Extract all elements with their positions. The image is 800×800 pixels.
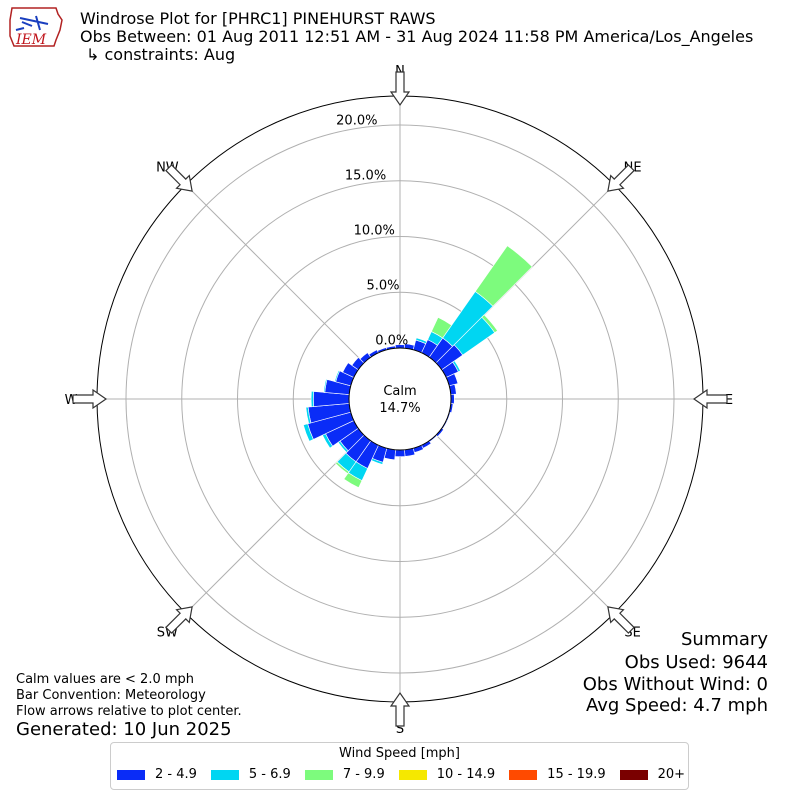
radial-tick-label: 0.0% bbox=[375, 334, 408, 349]
flow-arrow-shape bbox=[165, 606, 193, 634]
flow-arrow-shape bbox=[72, 388, 108, 410]
summary-avg-speed: Avg Speed: 4.7 mph bbox=[586, 695, 768, 716]
flow-note: Flow arrows relative to plot center. bbox=[16, 704, 242, 719]
legend-swatch bbox=[117, 769, 145, 780]
obs-period: Obs Between: 01 Aug 2011 12:51 AM - 31 A… bbox=[80, 27, 754, 46]
wind-bar-segment bbox=[474, 245, 533, 307]
legend-swatch bbox=[509, 769, 538, 780]
legend-label: 15 - 19.9 bbox=[547, 767, 606, 782]
radial-tick-label: 20.0% bbox=[336, 113, 377, 128]
flow-arrow-icon bbox=[607, 606, 635, 634]
legend-swatch bbox=[210, 769, 239, 780]
constraints: ↳ constraints: Aug bbox=[86, 45, 236, 64]
wind-bar-segment bbox=[335, 461, 350, 475]
wind-bar-segment bbox=[323, 378, 328, 393]
flow-arrow-icon bbox=[389, 691, 411, 727]
flow-arrow-icon bbox=[72, 388, 108, 410]
calm-circle bbox=[348, 347, 452, 451]
wind-bar-segment bbox=[394, 449, 406, 457]
legend-label: 10 - 14.9 bbox=[436, 767, 496, 782]
legend-swatch bbox=[398, 769, 427, 780]
legend-item: 7 - 9.9 bbox=[304, 767, 385, 782]
legend-items: 2 - 4.9 5 - 6.9 7 - 9.9 10 - 14.9 15 - 19.9 2… bbox=[117, 767, 699, 782]
chart-title: Windrose Plot for [PHRC1] PINEHURST RAWS bbox=[80, 9, 436, 28]
legend-item: 5 - 6.9 bbox=[210, 767, 291, 782]
legend-swatch bbox=[619, 769, 648, 780]
wind-bar-segment bbox=[334, 369, 341, 383]
legend-label: 5 - 6.9 bbox=[248, 767, 291, 782]
wind-bar-segment bbox=[343, 472, 363, 489]
wind-bar-segment bbox=[302, 423, 314, 442]
legend-label: 7 - 9.9 bbox=[342, 767, 385, 782]
wind-bar-segment bbox=[481, 314, 498, 334]
legend-swatch bbox=[304, 769, 333, 780]
iowa-map-outline bbox=[9, 7, 63, 47]
flow-arrow-shape bbox=[389, 691, 411, 727]
calm-note: Calm values are < 2.0 mph bbox=[16, 672, 195, 687]
flow-arrow-icon bbox=[607, 164, 635, 192]
flow-arrow-icon bbox=[692, 388, 728, 410]
legend-item: 10 - 14.9 bbox=[398, 767, 496, 782]
calm-value: 14.7% bbox=[379, 401, 420, 416]
generated-date: Generated: 10 Jun 2025 bbox=[16, 719, 232, 740]
flow-arrow-shape bbox=[165, 164, 193, 192]
flow-arrow-shape bbox=[389, 71, 411, 107]
legend: Wind Speed [mph] 2 - 4.9 5 - 6.9 7 - 9.9 10… bbox=[110, 742, 689, 790]
legend-item: 20+ bbox=[619, 767, 686, 782]
legend-item: 15 - 19.9 bbox=[509, 767, 606, 782]
legend-item: 2 - 4.9 bbox=[117, 767, 197, 782]
flow-arrow-shape bbox=[692, 388, 728, 410]
radial-tick-label: 5.0% bbox=[366, 279, 399, 294]
direction-label-e: E bbox=[725, 393, 733, 408]
radial-tick-label: 10.0% bbox=[354, 224, 395, 239]
logo-wind-glyph bbox=[15, 15, 49, 31]
iem-logo: IEM bbox=[9, 7, 63, 48]
summary-heading: Summary bbox=[681, 629, 768, 650]
flow-arrow-icon bbox=[389, 71, 411, 107]
calm-label: Calm bbox=[383, 384, 416, 399]
legend-label: 20+ bbox=[657, 767, 686, 782]
summary-obs-used: Obs Used: 9644 bbox=[624, 652, 768, 673]
flow-arrow-shape bbox=[607, 606, 635, 634]
radial-tick-label: 15.0% bbox=[345, 168, 386, 183]
logo-text: IEM bbox=[15, 32, 47, 48]
bar-convention-note: Bar Convention: Meteorology bbox=[16, 688, 206, 703]
flow-arrow-icon bbox=[165, 164, 193, 192]
wind-bar-segment bbox=[310, 390, 314, 408]
flow-arrow-shape bbox=[607, 164, 635, 192]
angular-gridline bbox=[185, 434, 365, 614]
wind-bar-segment bbox=[305, 406, 312, 424]
summary-obs-without-wind: Obs Without Wind: 0 bbox=[582, 674, 768, 695]
legend-title: Wind Speed [mph] bbox=[339, 746, 460, 761]
flow-arrow-icon bbox=[165, 606, 193, 634]
direction-label-s: S bbox=[396, 722, 404, 737]
angular-gridline bbox=[435, 434, 615, 614]
wind-bar-segment bbox=[452, 360, 461, 373]
angular-gridline bbox=[185, 184, 365, 364]
legend-label: 2 - 4.9 bbox=[155, 767, 197, 782]
